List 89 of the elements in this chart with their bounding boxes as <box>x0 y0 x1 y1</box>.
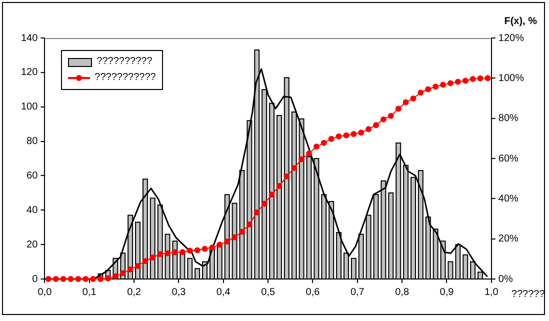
x-tick-label: 1,0 <box>484 286 499 298</box>
point <box>470 76 476 82</box>
point <box>284 173 290 180</box>
x-tick-label: 0,6 <box>306 286 320 298</box>
point <box>179 249 186 256</box>
y2-axis-title: F(x), % <box>504 16 538 27</box>
point <box>336 133 342 140</box>
x-tick-label: 0,5 <box>261 286 276 298</box>
x-tick-label: 0,3 <box>172 286 186 298</box>
y-tick-label: 100 <box>20 102 38 113</box>
point <box>440 82 446 88</box>
point <box>142 258 148 264</box>
point <box>90 276 96 282</box>
point <box>298 156 305 162</box>
point <box>216 242 223 248</box>
y2-tick-label: 40% <box>498 193 519 204</box>
point <box>112 273 118 280</box>
y-tick-label: 60 <box>26 170 38 182</box>
x-axis-title: ?????? <box>511 288 546 300</box>
point <box>52 276 59 282</box>
point <box>127 266 134 272</box>
point <box>224 238 230 244</box>
point <box>75 276 82 282</box>
point <box>194 247 200 254</box>
y-tick-label: 140 <box>20 32 38 44</box>
point <box>484 75 491 82</box>
point <box>410 95 416 102</box>
point <box>328 136 334 142</box>
point <box>172 249 178 256</box>
x-tick-label: 0,8 <box>395 286 410 298</box>
point <box>313 144 320 150</box>
y2-tick-label: 20% <box>498 234 519 245</box>
x-tick-label: 0,1 <box>82 286 97 298</box>
point <box>104 275 111 282</box>
y2-tick-label: 60% <box>498 153 519 164</box>
point <box>239 228 246 235</box>
x-tick-label: 0,0 <box>38 286 52 298</box>
point <box>68 276 74 282</box>
point <box>268 192 275 198</box>
point <box>120 270 126 276</box>
point <box>418 90 424 96</box>
point <box>343 132 350 138</box>
point <box>261 200 268 207</box>
legend-label: ?????????? <box>96 55 152 69</box>
point <box>358 130 364 136</box>
point <box>276 183 282 190</box>
point <box>202 246 208 252</box>
point <box>291 164 298 171</box>
point <box>373 122 380 128</box>
point <box>157 251 164 258</box>
point <box>232 234 238 240</box>
point <box>402 99 409 106</box>
point <box>388 112 394 119</box>
point <box>425 86 432 92</box>
y2-tick-label: 0% <box>498 274 513 285</box>
point <box>380 116 386 122</box>
y-tick-label: 40 <box>26 204 38 216</box>
point <box>395 106 402 112</box>
y2-tick-label: 120% <box>498 32 524 44</box>
y2-tick-label: 80% <box>498 113 519 124</box>
point <box>320 140 327 146</box>
point <box>366 126 372 132</box>
point <box>246 221 252 228</box>
point <box>432 84 439 90</box>
point <box>98 276 104 282</box>
x-tick-label: 0,7 <box>350 286 365 298</box>
point <box>447 80 454 86</box>
y-tick-label: 0 <box>32 274 38 285</box>
point <box>164 250 171 256</box>
x-tick-label: 0,9 <box>440 286 454 298</box>
point <box>306 150 312 156</box>
y2-tick-label: 100% <box>498 72 524 84</box>
point <box>150 254 156 261</box>
point <box>209 244 216 250</box>
point <box>60 276 66 282</box>
y-tick-label: 120 <box>20 67 38 78</box>
point <box>134 262 141 269</box>
point <box>462 78 468 84</box>
point <box>454 78 461 85</box>
legend-label: ??????????? <box>94 71 156 85</box>
point <box>186 248 193 254</box>
point <box>254 209 260 216</box>
point <box>82 276 89 282</box>
point <box>350 131 357 137</box>
y-tick-label: 80 <box>26 136 38 148</box>
point <box>477 75 484 82</box>
x-tick-label: 0,4 <box>216 286 231 298</box>
y-tick-label: 20 <box>26 239 38 250</box>
x-tick-label: 0,2 <box>127 286 142 298</box>
